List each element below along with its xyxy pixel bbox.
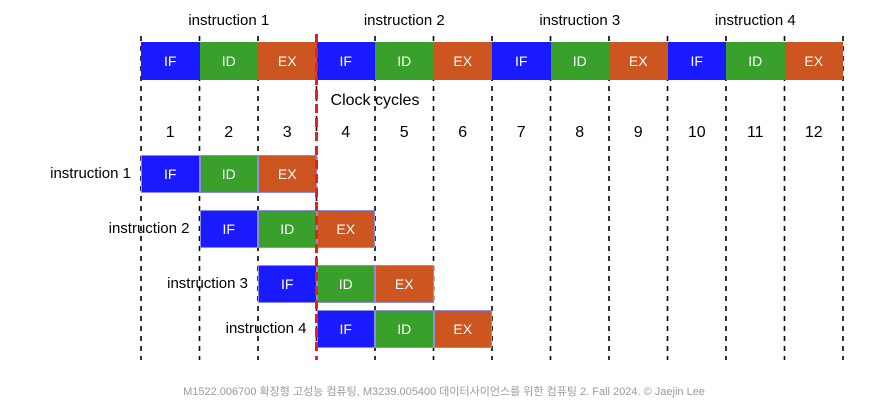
instruction-header: instruction 1: [188, 12, 270, 29]
pipeline-stage-ex-block: EX: [258, 155, 317, 193]
cycle-number: 1: [165, 124, 175, 141]
pipeline-stage-id-block: ID: [199, 155, 258, 193]
stage-ex-block: EX: [258, 42, 317, 80]
pipeline-stage-if-block: IF: [199, 210, 258, 248]
stage-id-block: ID: [726, 42, 785, 80]
pipeline-stage-id-block: ID: [258, 210, 317, 248]
pipeline-stage-id-block: ID: [375, 310, 434, 348]
cycle-number: 12: [804, 124, 823, 141]
stage-id-block: ID: [550, 42, 609, 80]
footer-credit: M1522.006700 확장형 고성능 컴퓨팅, M3239.005400 데…: [183, 386, 705, 398]
pipeline-stage-if-block: IF: [141, 155, 200, 193]
cycle-number: 6: [458, 124, 468, 141]
pipeline-row-label: instruction 4: [225, 320, 307, 337]
pipeline-row-label: instruction 3: [167, 275, 248, 292]
stage-ex-block: EX: [609, 42, 668, 80]
stage-id-block: ID: [375, 42, 434, 80]
pipeline-row-label: instruction 1: [50, 165, 131, 182]
cycle-number: 7: [516, 124, 526, 141]
pipeline-stage-if-block: IF: [316, 310, 375, 348]
pipeline-stage-ex-block: EX: [316, 210, 375, 248]
cycle-number: 10: [687, 124, 706, 141]
stage-ex-block: EX: [433, 42, 492, 80]
stage-if-block: IF: [667, 42, 726, 80]
instruction-header: instruction 3: [539, 12, 621, 29]
pipeline-stage-if-block: IF: [258, 265, 317, 303]
cycle-number: 11: [746, 124, 764, 141]
stage-if-block: IF: [316, 42, 375, 80]
instruction-header: instruction 2: [363, 12, 445, 29]
cycle-number: 4: [341, 124, 351, 141]
pipeline-stage-ex-block: EX: [433, 310, 492, 348]
stage-if-block: IF: [492, 42, 551, 80]
pipeline-row-label: instruction 2: [108, 220, 190, 237]
stage-if-block: IF: [141, 42, 200, 80]
pipeline-stage-ex-block: EX: [375, 265, 434, 303]
cycle-number: 5: [399, 124, 409, 141]
cycle-number: 2: [224, 124, 234, 141]
stage-id-block: ID: [199, 42, 258, 80]
cycle-number: 3: [282, 124, 292, 141]
instruction-header: instruction 4: [714, 12, 796, 29]
cycle-number: 8: [575, 124, 585, 141]
clock-cycles-title: Clock cycles: [330, 92, 420, 109]
pipeline-stage-id-block: ID: [316, 265, 375, 303]
stage-ex-block: EX: [784, 42, 843, 80]
cycle-number: 9: [633, 124, 643, 141]
